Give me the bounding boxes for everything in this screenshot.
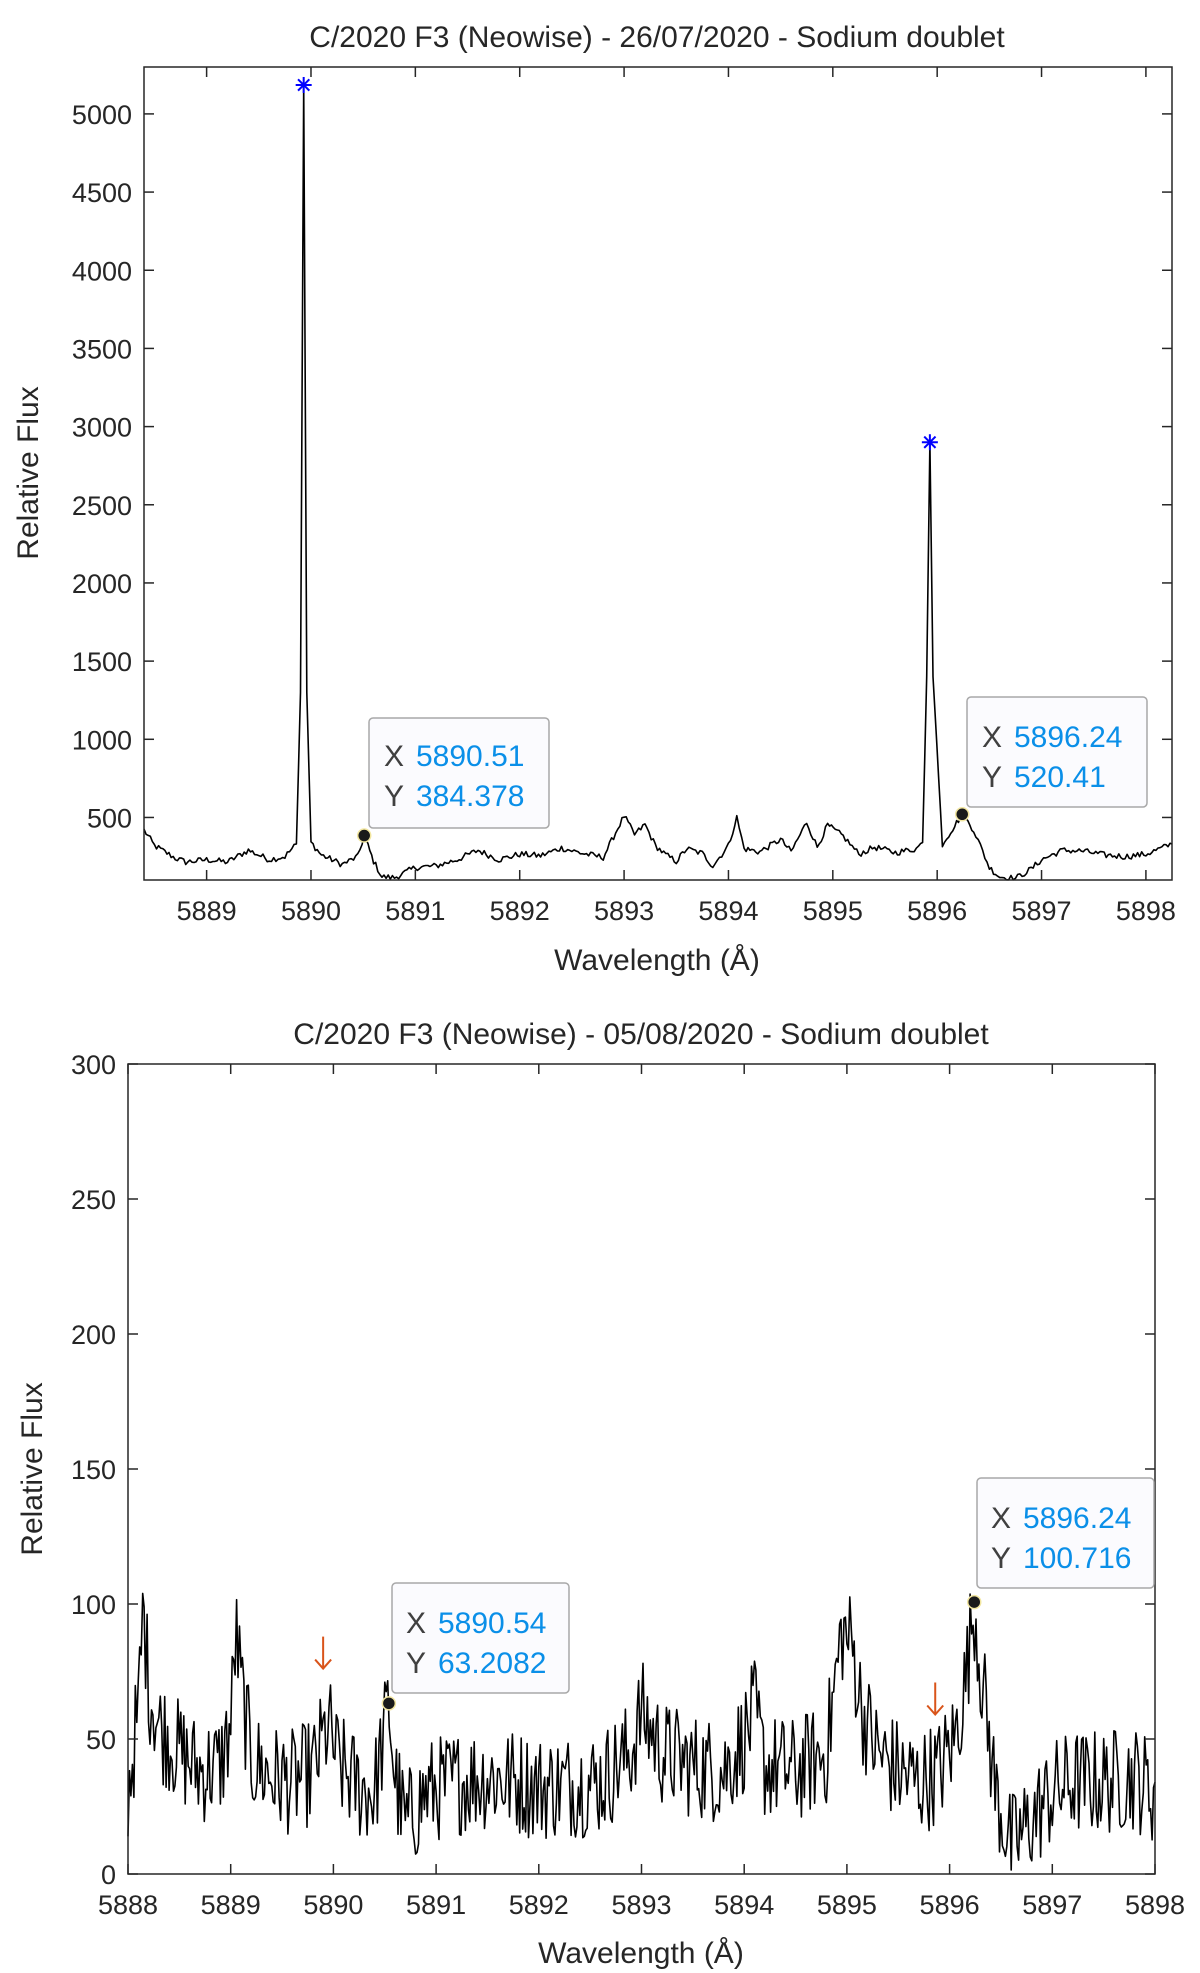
chart-1-y-ticks: 500 1000 1500 2000 2500 3000 3500 4000 4500 5000 <box>72 100 1172 833</box>
down-arrow-marker <box>926 1682 944 1717</box>
x-tick-label: 5897 <box>1012 896 1072 926</box>
chart-1: C/2020 F3 (Neowise) - 26/07/2020 - Sodiu… <box>12 21 1176 977</box>
chart-1-datatip-points <box>356 807 970 843</box>
datatip-point[interactable] <box>356 828 372 843</box>
x-tick-label: 5890 <box>303 1890 363 1920</box>
y-tick-label: 3500 <box>72 334 132 364</box>
datatip-point[interactable] <box>954 807 970 822</box>
y-tick-label: 500 <box>87 803 132 833</box>
datatip-y-label: Y <box>982 761 1002 794</box>
y-tick-label: 5000 <box>72 100 132 130</box>
y-tick-label: 4000 <box>72 256 132 286</box>
datatip-y-label: Y <box>991 1542 1011 1575</box>
chart-1-plot-frame <box>143 66 1173 881</box>
y-tick-label: 0 <box>101 1860 116 1890</box>
datatip-y-value: 384.378 <box>416 780 524 813</box>
datatip-x-label: X <box>384 740 404 773</box>
y-tick-label: 200 <box>71 1320 116 1350</box>
datatip-x-value: 5896.24 <box>1014 721 1122 754</box>
x-tick-label: 5893 <box>611 1890 671 1920</box>
chart-2-title: C/2020 F3 (Neowise) - 05/08/2020 - Sodiu… <box>293 1018 989 1051</box>
chart-1-y-axis-label: Relative Flux <box>12 386 45 559</box>
chart-2-datatip-2[interactable]: X 5896.24 Y 100.716 <box>976 1477 1155 1589</box>
x-tick-label: 5898 <box>1116 896 1176 926</box>
x-tick-label: 5888 <box>98 1890 158 1920</box>
x-tick-label: 5892 <box>490 896 550 926</box>
y-tick-label: 100 <box>71 1590 116 1620</box>
x-tick-label: 5892 <box>509 1890 569 1920</box>
datatip-x-label: X <box>406 1607 426 1640</box>
spectrum-line <box>127 1592 1156 1871</box>
down-arrow-marker <box>314 1636 332 1671</box>
x-tick-label: 5893 <box>594 896 654 926</box>
y-tick-label: 2500 <box>72 491 132 521</box>
datatip-y-value: 520.41 <box>1014 761 1106 794</box>
datatip-x-label: X <box>991 1502 1011 1535</box>
chart-1-datatip-1[interactable]: X 5890.51 Y 384.378 <box>368 717 550 829</box>
chart-2-y-axis-label: Relative Flux <box>16 1382 49 1555</box>
chart-1-x-ticks: 5889 5890 5891 5892 5893 5894 5895 5896 5897 5898 <box>177 67 1176 926</box>
spectrum-line <box>143 84 1173 881</box>
x-tick-label: 5891 <box>385 896 445 926</box>
chart-2: C/2020 F3 (Neowise) - 05/08/2020 - Sodiu… <box>16 1018 1185 1970</box>
x-tick-label: 5889 <box>201 1890 261 1920</box>
x-tick-label: 5895 <box>817 1890 877 1920</box>
chart-2-y-ticks: 0 50 100 150 200 250 300 <box>71 1050 1155 1890</box>
datatip-point[interactable] <box>966 1594 982 1610</box>
chart-1-x-axis-label: Wavelength (Å) <box>554 944 760 977</box>
datatip-box <box>976 1477 1155 1589</box>
y-tick-label: 150 <box>71 1455 116 1485</box>
datatip-x-value: 5896.24 <box>1023 1502 1131 1535</box>
x-tick-label: 5896 <box>920 1890 980 1920</box>
y-tick-label: 1500 <box>72 647 132 677</box>
y-tick-label: 1000 <box>72 725 132 755</box>
datatip-y-value: 63.2082 <box>438 1647 546 1680</box>
datatip-box <box>368 717 550 829</box>
x-tick-label: 5897 <box>1022 1890 1082 1920</box>
x-tick-label: 5895 <box>803 896 863 926</box>
x-tick-label: 5894 <box>714 1890 774 1920</box>
peak-star-marker <box>295 76 312 93</box>
x-tick-label: 5896 <box>907 896 967 926</box>
chart-2-x-axis-label: Wavelength (Å) <box>538 1937 744 1970</box>
chart-2-datatip-1[interactable]: X 5890.54 Y 63.2082 <box>391 1582 570 1694</box>
x-tick-label: 5891 <box>406 1890 466 1920</box>
x-tick-label: 5898 <box>1125 1890 1185 1920</box>
datatip-box <box>391 1582 570 1694</box>
datatip-x-value: 5890.51 <box>416 740 524 773</box>
chart-2-x-ticks: 5888 5889 5890 5891 5892 5893 5894 5895 5896 5897… <box>98 1064 1185 1920</box>
x-tick-label: 5890 <box>281 896 341 926</box>
chart-1-title: C/2020 F3 (Neowise) - 26/07/2020 - Sodiu… <box>309 21 1005 54</box>
chart-1-series <box>143 84 1173 881</box>
x-tick-label: 5894 <box>698 896 758 926</box>
datatip-y-label: Y <box>406 1647 426 1680</box>
chart-2-series <box>127 1592 1156 1871</box>
y-tick-label: 50 <box>86 1725 116 1755</box>
peak-star-marker <box>921 434 938 451</box>
y-tick-label: 3000 <box>72 413 132 443</box>
y-tick-label: 250 <box>71 1185 116 1215</box>
datatip-x-value: 5890.54 <box>438 1607 546 1640</box>
datatip-box <box>966 696 1148 808</box>
chart-1-peak-markers <box>295 76 938 451</box>
datatip-x-label: X <box>982 721 1002 754</box>
y-tick-label: 300 <box>71 1050 116 1080</box>
chart-2-arrow-markers <box>314 1636 944 1717</box>
y-tick-label: 4500 <box>72 178 132 208</box>
chart-1-datatip-2[interactable]: X 5896.24 Y 520.41 <box>966 696 1148 808</box>
chart-2-datatip-points <box>381 1594 982 1711</box>
y-tick-label: 2000 <box>72 569 132 599</box>
x-tick-label: 5889 <box>177 896 237 926</box>
datatip-y-value: 100.716 <box>1023 1542 1131 1575</box>
datatip-point[interactable] <box>381 1696 397 1711</box>
datatip-y-label: Y <box>384 780 404 813</box>
